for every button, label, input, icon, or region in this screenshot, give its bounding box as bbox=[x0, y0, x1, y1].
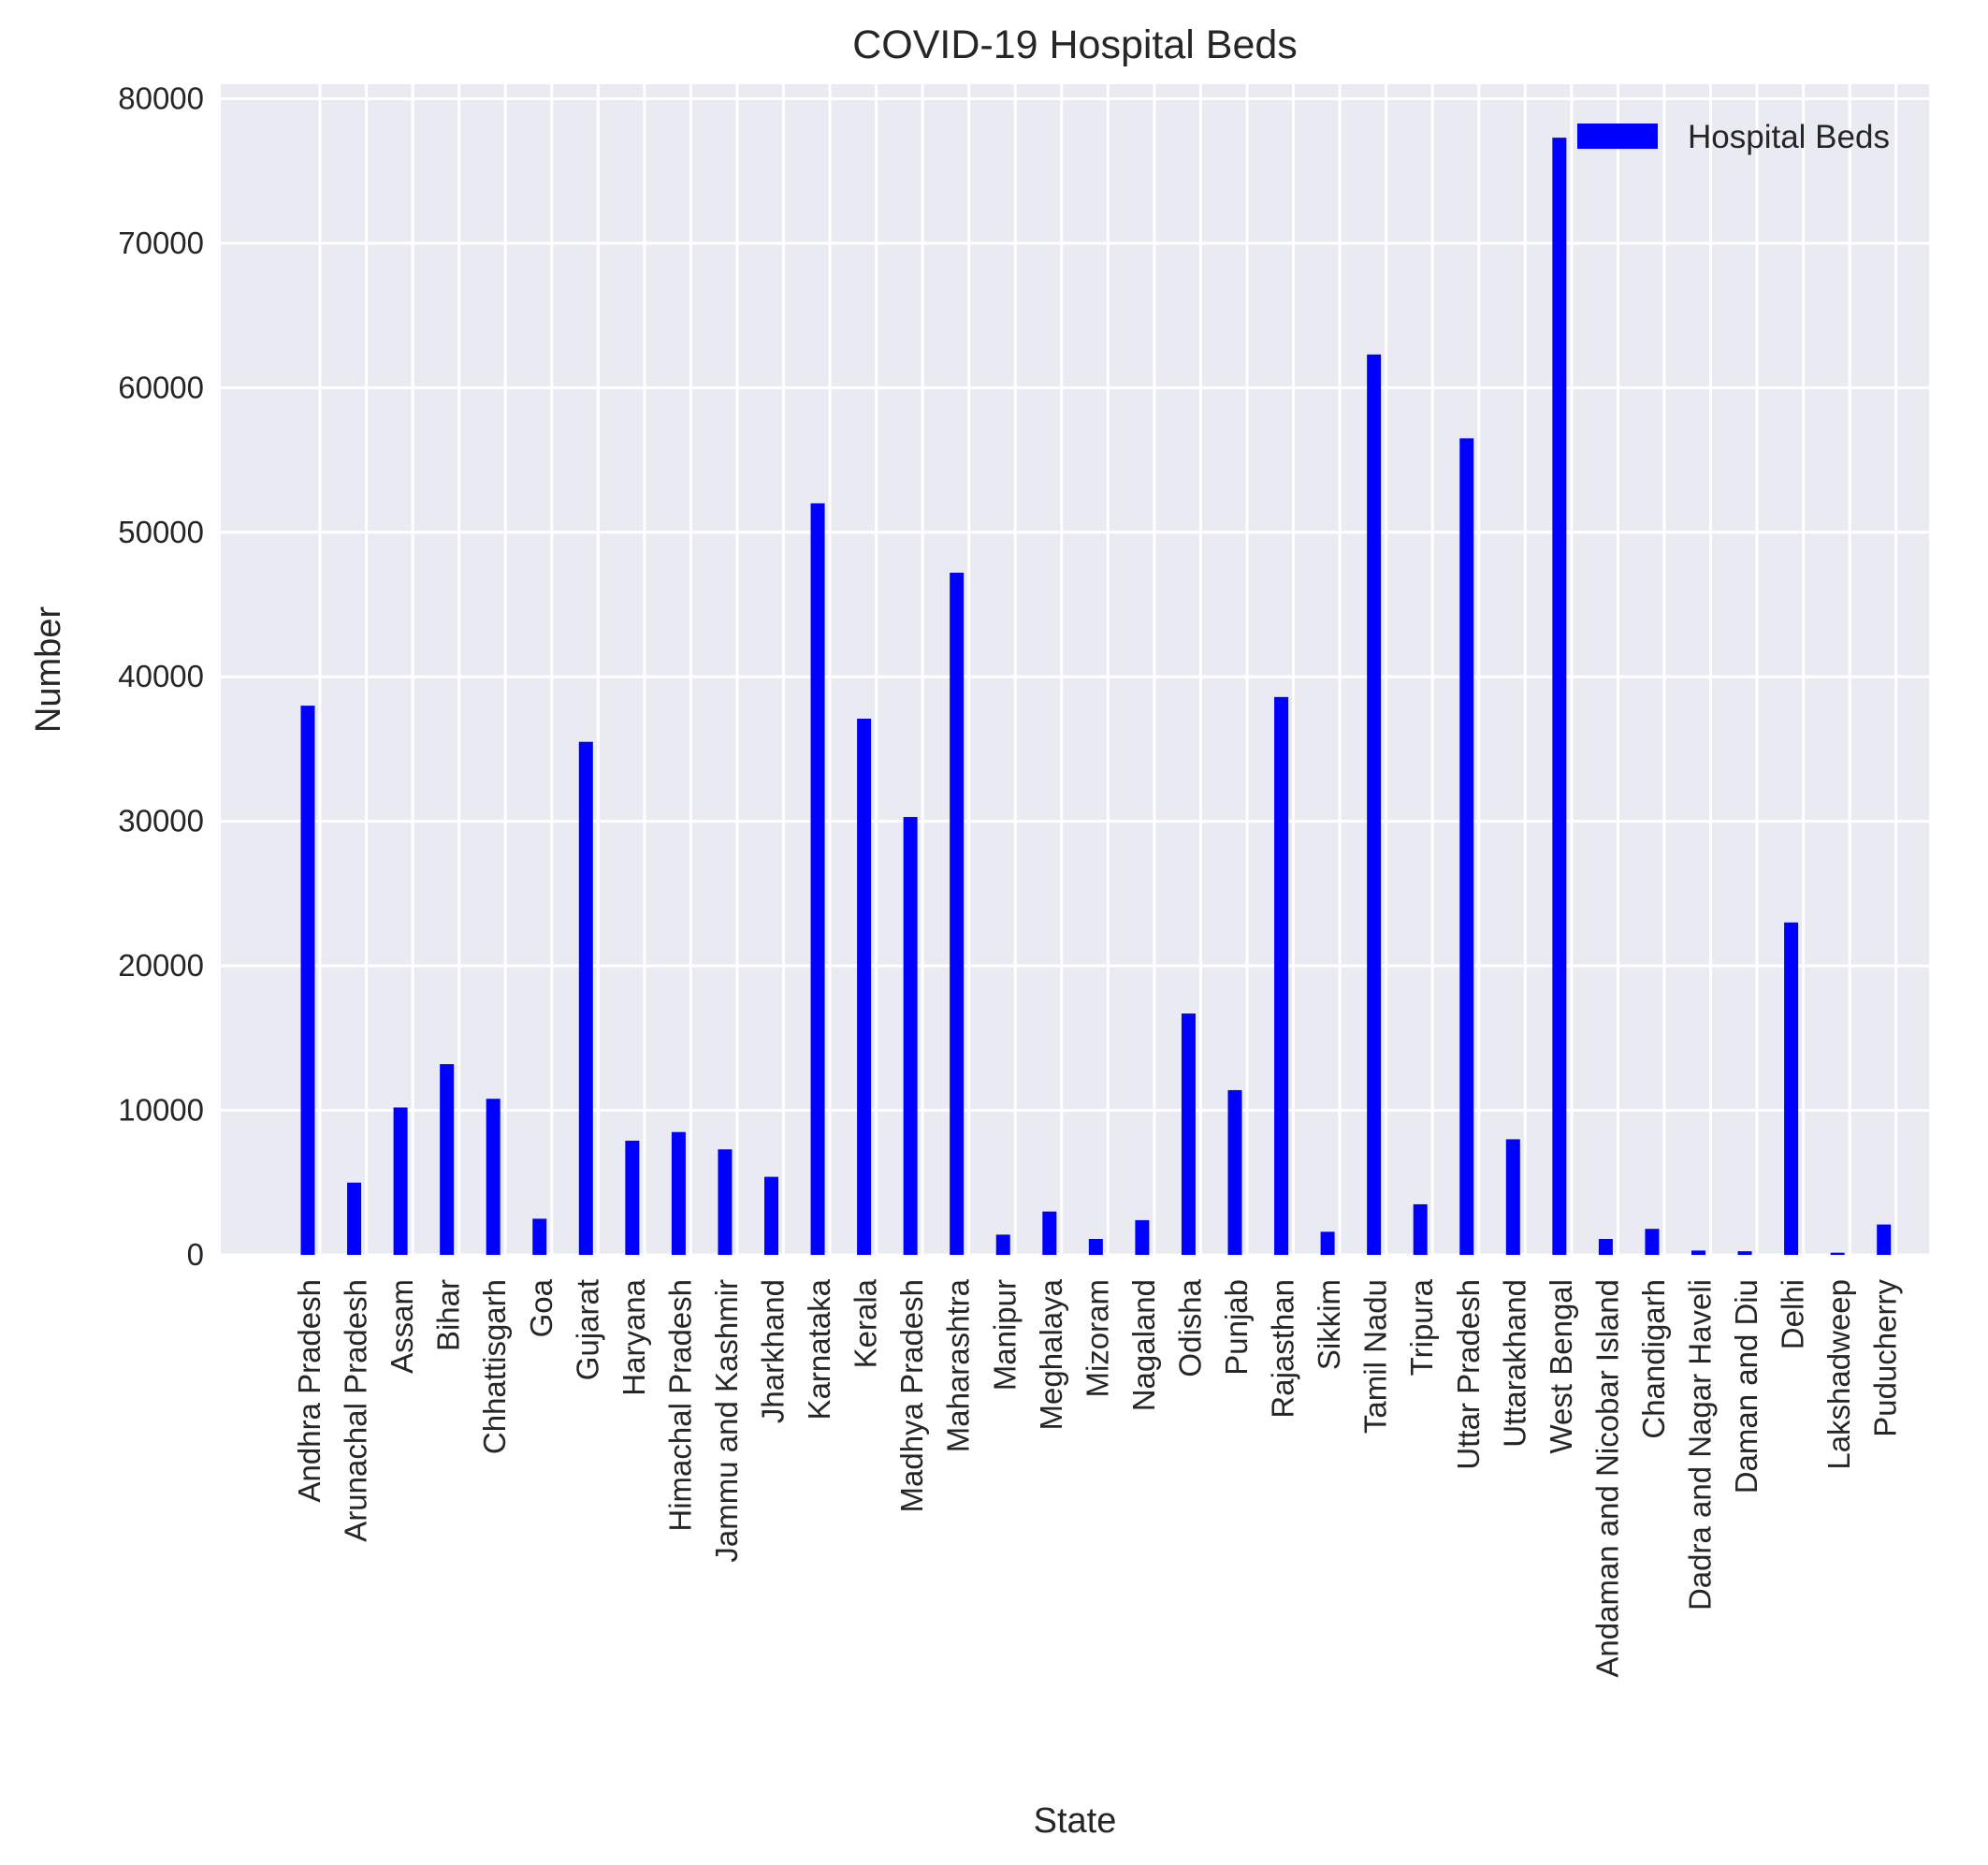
y-tick-label: 80000 bbox=[118, 80, 204, 115]
x-tick-label: Uttar Pradesh bbox=[1451, 1279, 1486, 1470]
x-tick-label: Assam bbox=[385, 1279, 419, 1374]
x-tick-label: Haryana bbox=[617, 1278, 651, 1395]
x-tick-label: Delhi bbox=[1776, 1279, 1810, 1349]
bar bbox=[1830, 1252, 1845, 1255]
bar bbox=[1552, 138, 1567, 1256]
bar bbox=[1737, 1251, 1752, 1255]
legend: Hospital Beds bbox=[1577, 119, 1890, 155]
y-tick-label: 50000 bbox=[118, 515, 204, 549]
bars bbox=[300, 138, 1892, 1256]
bar bbox=[1691, 1250, 1705, 1255]
bar bbox=[671, 1131, 686, 1255]
x-tick-label: Madhya Pradesh bbox=[894, 1279, 929, 1512]
bar bbox=[1135, 1219, 1150, 1255]
x-tick-label: Himachal Pradesh bbox=[662, 1279, 697, 1532]
bar bbox=[393, 1107, 408, 1255]
bar bbox=[1320, 1231, 1335, 1255]
bar bbox=[1413, 1203, 1428, 1255]
y-axis-label: Number bbox=[29, 606, 68, 733]
legend-swatch bbox=[1577, 124, 1658, 149]
bar bbox=[1227, 1089, 1242, 1255]
bar bbox=[718, 1149, 733, 1255]
x-tick-label: Andhra Pradesh bbox=[292, 1279, 326, 1503]
chart-title: COVID-19 Hospital Beds bbox=[852, 22, 1298, 67]
x-tick-label: Tamil Nadu bbox=[1358, 1279, 1393, 1434]
x-tick-label: Uttarakhand bbox=[1497, 1279, 1531, 1448]
bar bbox=[578, 741, 593, 1255]
x-tick-label: Daman and Diu bbox=[1729, 1279, 1763, 1493]
bar bbox=[1459, 438, 1474, 1255]
bar bbox=[1784, 922, 1799, 1255]
x-tick-label: Dadra and Nagar Haveli bbox=[1683, 1279, 1718, 1610]
bar bbox=[1042, 1211, 1057, 1255]
x-tick-label: Goa bbox=[524, 1278, 559, 1337]
x-tick-label: Maharashtra bbox=[941, 1278, 976, 1452]
bar bbox=[1181, 1013, 1196, 1255]
bar bbox=[625, 1140, 640, 1255]
y-axis-ticks: 0 10000 20000 30000 40000 50000 60000 70000 8000… bbox=[118, 80, 204, 1272]
x-tick-label: Manipur bbox=[987, 1279, 1022, 1391]
x-tick-label: Rajasthan bbox=[1266, 1279, 1300, 1419]
bar bbox=[857, 719, 872, 1255]
y-tick-label: 0 bbox=[187, 1237, 204, 1272]
y-tick-label: 40000 bbox=[118, 659, 204, 693]
x-tick-label: Lakshadweep bbox=[1821, 1279, 1856, 1470]
x-tick-label: Tripura bbox=[1404, 1278, 1439, 1376]
bar bbox=[1088, 1239, 1103, 1255]
x-tick-label: Sikkim bbox=[1312, 1279, 1346, 1370]
bar bbox=[1877, 1224, 1892, 1255]
x-tick-label: Nagaland bbox=[1126, 1279, 1161, 1411]
x-tick-label: Chandigarh bbox=[1636, 1279, 1671, 1439]
bar bbox=[300, 706, 315, 1255]
x-tick-label: Andaman and Nicobar Island bbox=[1589, 1279, 1624, 1678]
y-tick-label: 70000 bbox=[118, 226, 204, 260]
x-tick-label: Karnataka bbox=[802, 1278, 836, 1420]
x-tick-label: Jharkhand bbox=[756, 1279, 791, 1423]
y-tick-label: 30000 bbox=[118, 804, 204, 838]
bar bbox=[950, 573, 965, 1255]
x-tick-label: Mizoram bbox=[1080, 1279, 1114, 1398]
plot-area bbox=[221, 84, 1929, 1255]
bar bbox=[1367, 354, 1382, 1255]
x-tick-label: Gujarat bbox=[570, 1279, 604, 1380]
x-tick-label: Chhattisgarh bbox=[477, 1279, 512, 1454]
bar bbox=[810, 503, 825, 1255]
bar bbox=[995, 1234, 1010, 1255]
x-tick-label: Meghalaya bbox=[1034, 1278, 1068, 1430]
x-tick-label: Odisha bbox=[1172, 1278, 1207, 1377]
bar bbox=[1505, 1139, 1520, 1255]
y-tick-label: 20000 bbox=[118, 948, 204, 983]
x-axis-ticks: Andhra Pradesh Arunachal Pradesh Assam Biha… bbox=[292, 1278, 1903, 1677]
bar bbox=[486, 1099, 501, 1255]
bar bbox=[903, 817, 918, 1255]
x-tick-label: Jammu and Kashmir bbox=[709, 1279, 744, 1563]
y-tick-label: 10000 bbox=[118, 1093, 204, 1128]
bar bbox=[764, 1176, 778, 1255]
bar bbox=[1645, 1229, 1660, 1255]
x-tick-label: Kerala bbox=[849, 1278, 883, 1368]
x-tick-label: West Bengal bbox=[1544, 1279, 1578, 1454]
x-axis-label: State bbox=[1034, 1801, 1117, 1841]
bar bbox=[1274, 696, 1289, 1255]
x-tick-label: Bihar bbox=[431, 1279, 466, 1351]
x-tick-label: Puducherry bbox=[1868, 1279, 1903, 1437]
bar bbox=[1598, 1239, 1613, 1255]
bar bbox=[440, 1064, 455, 1255]
y-tick-label: 60000 bbox=[118, 370, 204, 404]
grid-lines bbox=[221, 84, 1929, 1257]
bar bbox=[532, 1218, 547, 1255]
x-tick-label: Arunachal Pradesh bbox=[339, 1279, 373, 1542]
legend-label: Hospital Beds bbox=[1688, 119, 1890, 155]
x-tick-label: Punjab bbox=[1219, 1279, 1254, 1376]
bar bbox=[347, 1182, 362, 1255]
